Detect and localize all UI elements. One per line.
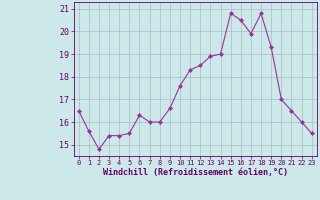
X-axis label: Windchill (Refroidissement éolien,°C): Windchill (Refroidissement éolien,°C) bbox=[103, 168, 288, 177]
